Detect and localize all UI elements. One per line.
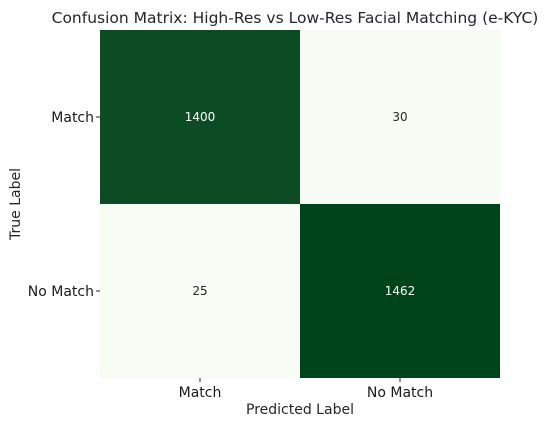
x-tick-label: No Match xyxy=(367,385,433,401)
chart-title: Confusion Matrix: High-Res vs Low-Res Fa… xyxy=(52,9,539,27)
cell-value-label: 1462 xyxy=(385,284,416,298)
x-axis-ticks: Match No Match xyxy=(179,378,433,401)
heatmap-cells xyxy=(100,30,500,378)
cell-value-label: 1400 xyxy=(185,110,216,124)
heatmap-cell-labels: 1400 30 25 1462 xyxy=(185,110,416,298)
y-tick-label: Match xyxy=(51,110,94,126)
cell-value-label: 30 xyxy=(392,110,407,124)
y-axis-ticks: Match No Match xyxy=(28,110,100,300)
cell-value-label: 25 xyxy=(192,284,207,298)
x-tick-label: Match xyxy=(179,385,222,401)
heatmap-cell xyxy=(300,30,500,204)
heatmap-cell xyxy=(100,204,300,378)
heatmap-cell xyxy=(100,30,300,204)
heatmap-cell xyxy=(300,204,500,378)
x-axis-label: Predicted Label xyxy=(246,402,354,418)
y-tick-label: No Match xyxy=(28,284,94,300)
y-axis-label: True Label xyxy=(8,168,24,241)
